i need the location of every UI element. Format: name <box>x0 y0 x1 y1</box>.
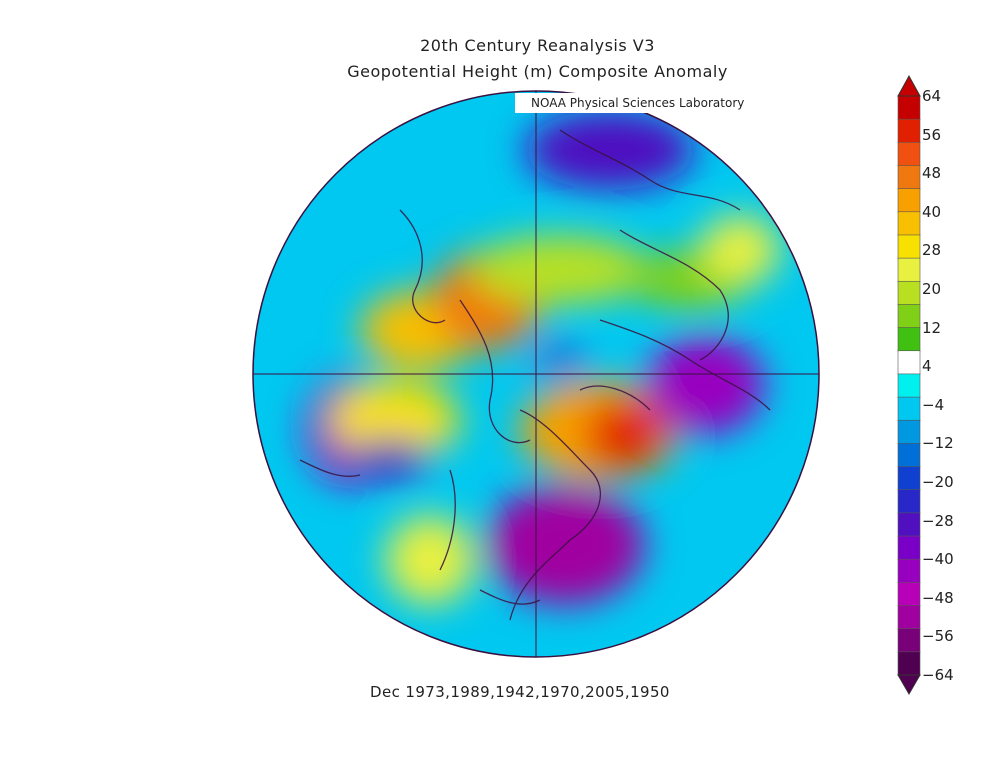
colorbar-cell <box>897 535 921 560</box>
anomaly-blob <box>585 400 665 470</box>
colorbar-label: 56 <box>922 125 942 144</box>
colorbar-label: 48 <box>922 164 942 183</box>
colorbar-label: −40 <box>922 550 954 569</box>
colorbar-cell <box>897 350 921 375</box>
anomaly-blob <box>525 110 695 190</box>
colorbar-label: 20 <box>922 280 942 298</box>
map-border <box>252 90 820 658</box>
colorbar-cell <box>897 512 921 537</box>
colorbar-cell <box>897 489 921 514</box>
credit-label: NOAA Physical Sciences Laboratory <box>515 93 815 113</box>
colorbar-cell <box>897 628 921 653</box>
colorbar-cell <box>897 95 921 120</box>
colorbar-cell <box>897 304 921 329</box>
coastlines <box>299 129 771 621</box>
anomaly-blob <box>535 340 585 380</box>
colorbar-cell <box>897 188 921 213</box>
anomaly-field <box>305 110 780 605</box>
colorbar-label: 28 <box>922 241 942 260</box>
colorbar-cell <box>897 373 921 398</box>
anomaly-blob <box>700 215 780 285</box>
colorbar-cell <box>897 443 921 468</box>
colorbar-label: −20 <box>922 473 954 491</box>
colorbar-label: 64 <box>922 87 942 105</box>
colorbar-bottom-arrow <box>897 674 921 695</box>
colorbar-cell <box>897 582 921 607</box>
colorbar-cell <box>897 651 921 676</box>
colorbar-cell <box>897 280 921 306</box>
colorbar-cell <box>897 165 921 190</box>
colorbar-label: −64 <box>922 666 954 684</box>
colorbar-label: −12 <box>922 434 954 453</box>
colorbar-cells <box>897 95 921 676</box>
colorbar-cell <box>897 558 921 584</box>
colorbar-label: −28 <box>922 511 954 530</box>
anomaly-blob <box>350 440 430 480</box>
colorbar-cell <box>897 396 921 422</box>
colorbar-cell <box>897 211 921 236</box>
anomaly-blob <box>330 380 460 460</box>
colorbar-cell <box>897 234 921 259</box>
colorbar-label: 12 <box>922 318 942 337</box>
colorbar-cell <box>897 327 921 352</box>
colorbar-cell <box>897 605 921 630</box>
chart-title: 20th Century Reanalysis V3 <box>420 36 655 55</box>
colorbar-label: 40 <box>922 202 942 221</box>
colorbar-label: −48 <box>922 588 954 607</box>
date-footer: Dec 1973,1989,1942,1970,2005,1950 <box>370 683 670 701</box>
colorbar-cell <box>897 466 921 491</box>
anomaly-blob <box>385 515 475 605</box>
anomaly-blob <box>470 235 650 305</box>
colorbar-cell <box>897 257 921 283</box>
colorbar-label: −56 <box>922 627 954 646</box>
colorbar-cell <box>897 419 921 445</box>
colorbar-cell <box>897 118 921 144</box>
colorbar-top-arrow <box>897 74 921 97</box>
colorbar-label: 4 <box>922 357 932 376</box>
chart-subtitle: Geopotential Height (m) Composite Anomal… <box>347 62 728 81</box>
anomaly-blob <box>645 335 765 435</box>
colorbar-cell <box>897 142 921 167</box>
colorbar-label: −4 <box>922 395 945 414</box>
